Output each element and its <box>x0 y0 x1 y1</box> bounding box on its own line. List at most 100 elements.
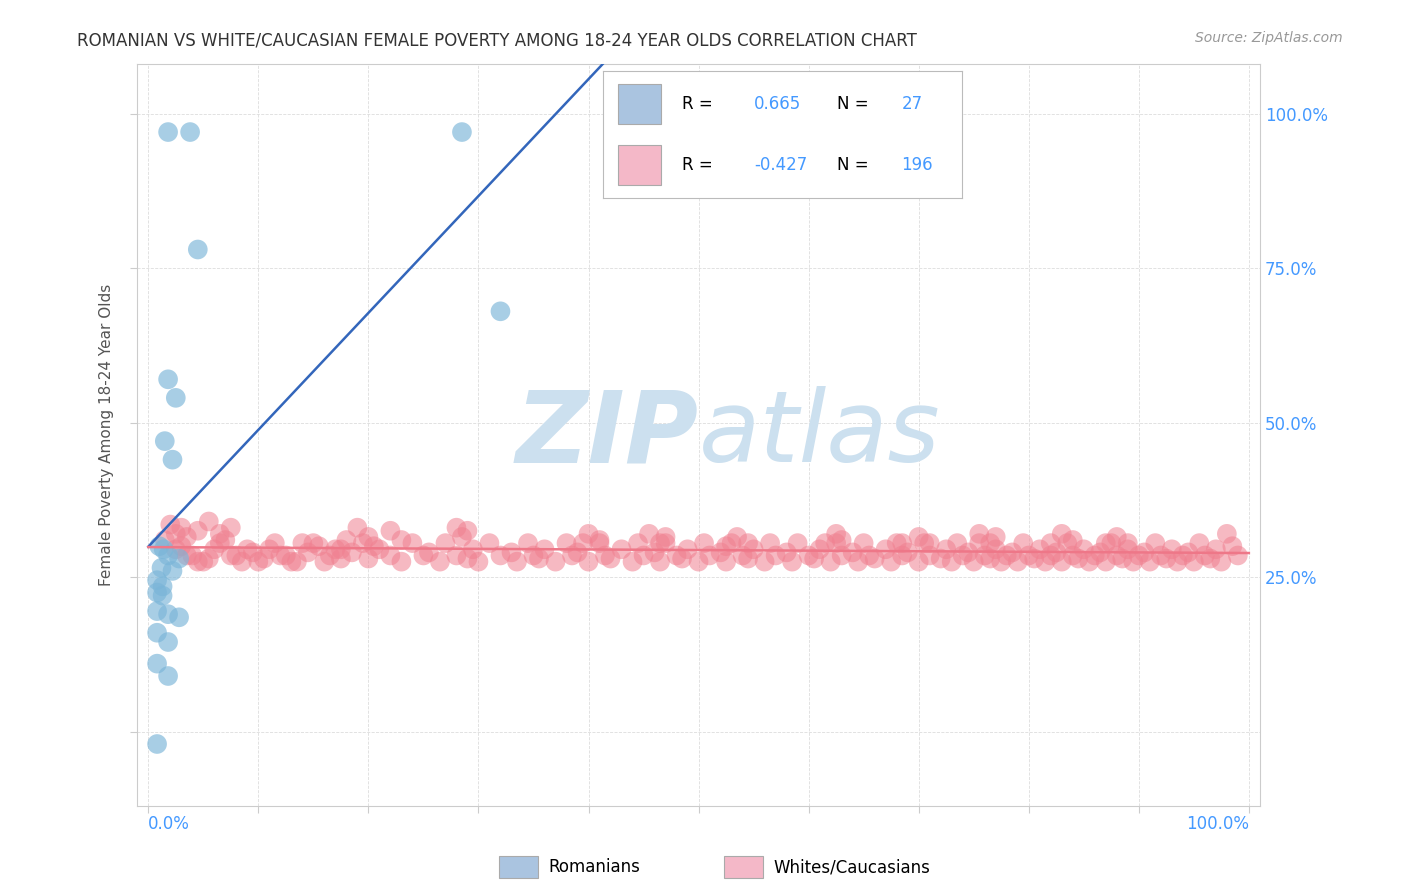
Point <box>219 521 242 535</box>
Point <box>461 542 484 557</box>
Point <box>1067 551 1090 566</box>
Point <box>858 549 880 563</box>
Point <box>165 542 187 557</box>
Point <box>1211 555 1233 569</box>
Point <box>946 536 969 550</box>
Point <box>1094 536 1116 550</box>
Point <box>1062 533 1084 547</box>
Point <box>285 555 308 569</box>
Point <box>759 536 782 550</box>
Point <box>627 536 650 550</box>
Point <box>157 125 180 139</box>
Point <box>808 542 831 557</box>
Point <box>214 533 236 547</box>
Point <box>352 536 374 550</box>
Point <box>380 524 402 538</box>
Point <box>593 549 616 563</box>
Point <box>1133 545 1156 559</box>
Point <box>825 526 848 541</box>
Point <box>1029 542 1052 557</box>
Point <box>665 549 688 563</box>
Point <box>1139 555 1161 569</box>
Point <box>737 551 759 566</box>
Point <box>990 555 1012 569</box>
Point <box>1194 549 1216 563</box>
Point <box>335 533 357 547</box>
Point <box>918 536 941 550</box>
Point <box>621 555 644 569</box>
Text: ROMANIAN VS WHITE/CAUCASIAN FEMALE POVERTY AMONG 18-24 YEAR OLDS CORRELATION CHA: ROMANIAN VS WHITE/CAUCASIAN FEMALE POVER… <box>77 31 917 49</box>
Point <box>973 549 995 563</box>
Point <box>555 536 578 550</box>
Point <box>1001 545 1024 559</box>
Point <box>198 515 221 529</box>
Point <box>941 555 963 569</box>
Point <box>391 533 413 547</box>
Point <box>263 536 285 550</box>
Point <box>714 539 737 553</box>
Point <box>578 526 600 541</box>
Text: Source: ZipAtlas.com: Source: ZipAtlas.com <box>1195 31 1343 45</box>
Point <box>193 555 215 569</box>
Point <box>1050 555 1073 569</box>
Point <box>314 555 336 569</box>
Point <box>648 555 671 569</box>
Point <box>676 542 699 557</box>
Point <box>401 536 423 550</box>
Point <box>710 545 733 559</box>
Point <box>1220 539 1243 553</box>
Point <box>599 551 621 566</box>
Point <box>153 533 176 547</box>
Point <box>517 536 540 550</box>
Point <box>1050 526 1073 541</box>
Point <box>693 536 716 550</box>
Point <box>897 545 920 559</box>
Point <box>831 533 853 547</box>
Point <box>1056 536 1078 550</box>
Point <box>1171 549 1194 563</box>
Point <box>714 555 737 569</box>
Point <box>1090 545 1112 559</box>
Point <box>1018 549 1040 563</box>
Point <box>1111 551 1133 566</box>
Point <box>1188 536 1211 550</box>
Point <box>699 549 721 563</box>
Point <box>202 542 225 557</box>
Point <box>984 542 1007 557</box>
Point <box>181 549 204 563</box>
Point <box>754 555 776 569</box>
Point <box>1160 542 1182 557</box>
Text: Whites/Caucasians: Whites/Caucasians <box>773 858 931 876</box>
Point <box>242 545 264 559</box>
Point <box>875 542 897 557</box>
Point <box>146 737 169 751</box>
Point <box>302 536 325 550</box>
Point <box>456 524 478 538</box>
Point <box>907 530 929 544</box>
Point <box>1078 555 1101 569</box>
Text: ZIP: ZIP <box>516 386 699 483</box>
Point <box>648 536 671 550</box>
Point <box>308 539 330 553</box>
Point <box>451 125 474 139</box>
Point <box>187 243 209 257</box>
Point <box>572 536 595 550</box>
Point <box>891 549 914 563</box>
Point <box>157 372 180 386</box>
Point <box>1150 549 1173 563</box>
Point <box>952 549 974 563</box>
Point <box>1156 551 1178 566</box>
Point <box>825 536 848 550</box>
Y-axis label: Female Poverty Among 18-24 Year Olds: Female Poverty Among 18-24 Year Olds <box>100 284 114 586</box>
Point <box>231 555 253 569</box>
Point <box>357 530 380 544</box>
Point <box>380 549 402 563</box>
Point <box>162 564 184 578</box>
Point <box>146 604 169 618</box>
Point <box>187 524 209 538</box>
Point <box>1122 555 1144 569</box>
Point <box>165 526 187 541</box>
Point <box>146 573 169 587</box>
Point <box>179 125 201 139</box>
Point <box>329 542 352 557</box>
